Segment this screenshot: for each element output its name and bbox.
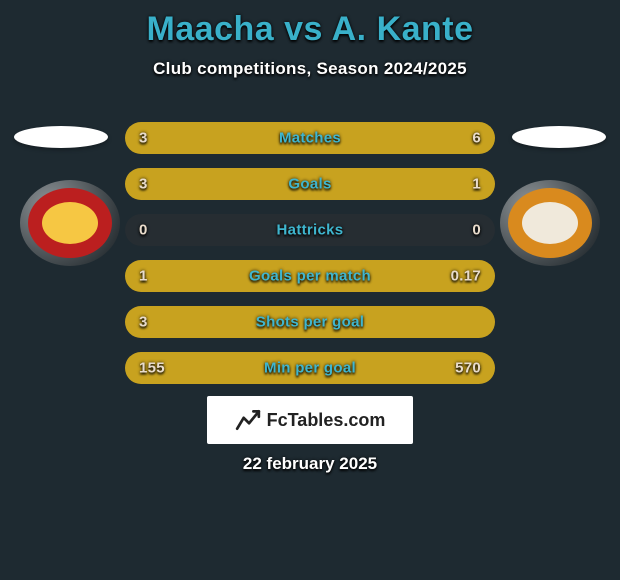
- stat-row: 155 570 Min per goal: [125, 352, 495, 384]
- stat-row: 1 0.17 Goals per match: [125, 260, 495, 292]
- title: Maacha vs A. Kante: [0, 0, 620, 49]
- stat-value-left: 3: [139, 176, 148, 193]
- stat-label: Goals per match: [249, 268, 371, 285]
- stat-label: Min per goal: [264, 360, 356, 377]
- brand-badge: FcTables.com: [207, 396, 413, 444]
- subtitle: Club competitions, Season 2024/2025: [0, 59, 620, 79]
- stat-label: Hattricks: [277, 222, 344, 239]
- player-left-oval: [14, 126, 108, 148]
- stat-value-left: 155: [139, 360, 165, 377]
- stat-value-right: 1: [472, 176, 481, 193]
- brand-text: FcTables.com: [267, 410, 386, 431]
- stat-value-right: 0: [472, 222, 481, 239]
- player-right-oval: [512, 126, 606, 148]
- stat-value-left: 0: [139, 222, 148, 239]
- infographic: Maacha vs A. Kante Club competitions, Se…: [0, 0, 620, 580]
- date: 22 february 2025: [243, 454, 377, 474]
- club-crest-right: [500, 180, 600, 266]
- stat-bar-left: [125, 168, 403, 200]
- stat-value-right: 0.17: [451, 268, 481, 285]
- stat-label: Goals: [288, 176, 331, 193]
- stat-value-right: 6: [472, 130, 481, 147]
- stat-label: Matches: [279, 130, 341, 147]
- stat-label: Shots per goal: [256, 314, 364, 331]
- brand-logo-icon: [235, 407, 261, 433]
- stat-value-left: 3: [139, 314, 148, 331]
- stats-list: 3 6 Matches 3 1 Goals 0 0 Hattricks 1 0.17 Goals pe…: [125, 108, 495, 384]
- stat-value-right: 570: [455, 360, 481, 377]
- stat-value-left: 1: [139, 268, 148, 285]
- stat-row: 3 6 Matches: [125, 122, 495, 154]
- stat-value-left: 3: [139, 130, 148, 147]
- stat-row: 3 Shots per goal: [125, 306, 495, 338]
- stat-row: 0 0 Hattricks: [125, 214, 495, 246]
- club-crest-left: [20, 180, 120, 266]
- stat-row: 3 1 Goals: [125, 168, 495, 200]
